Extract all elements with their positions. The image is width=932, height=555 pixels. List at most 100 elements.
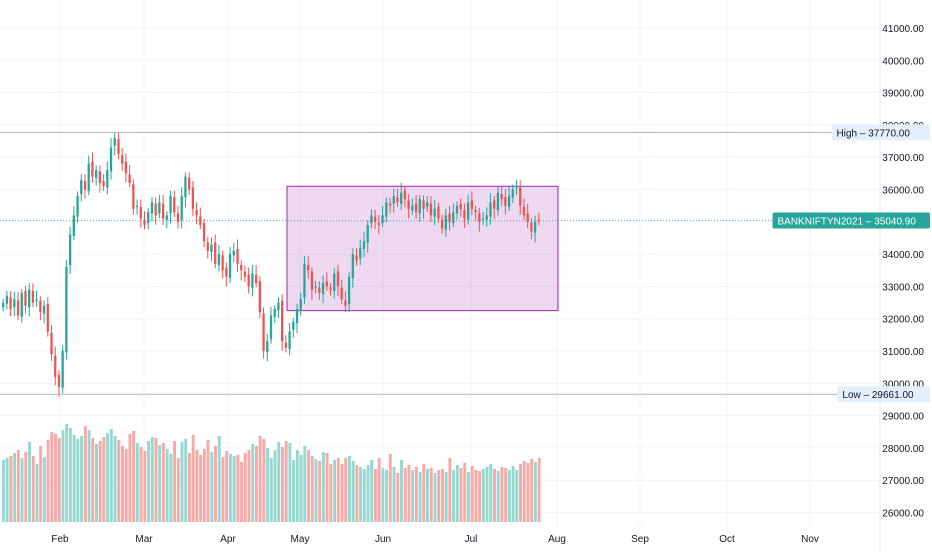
- candle-body: [50, 332, 53, 355]
- candle-body: [258, 281, 261, 313]
- volume-bar: [493, 469, 496, 522]
- volume-bar: [533, 462, 537, 522]
- volume-bar: [61, 430, 65, 522]
- volume-bar: [109, 429, 113, 522]
- volume-bar: [91, 438, 95, 522]
- volume-bar: [288, 443, 292, 522]
- candle-body: [254, 274, 258, 284]
- candle-body: [221, 255, 224, 271]
- volume-bar: [243, 453, 247, 522]
- candle-body: [176, 213, 180, 222]
- candle-body: [135, 205, 139, 207]
- volume-bar: [258, 436, 262, 522]
- candle-body: [277, 302, 280, 311]
- volume-bar: [199, 455, 203, 522]
- low-label: Low – 29661.00: [837, 386, 930, 403]
- candle-body: [344, 300, 347, 306]
- high-label-caption: High: [837, 128, 858, 139]
- volume-bar: [474, 470, 478, 522]
- volume-bar: [24, 452, 28, 522]
- candle-body: [214, 242, 217, 264]
- volume-bar: [433, 473, 437, 522]
- volume-bar: [180, 442, 184, 522]
- candle-body: [83, 181, 87, 190]
- volume-bar: [31, 456, 35, 522]
- candle-body: [202, 223, 206, 242]
- candle-body: [340, 287, 343, 300]
- candle-body: [355, 255, 358, 261]
- candle-body: [403, 190, 407, 200]
- volume-bar: [470, 466, 474, 522]
- volume-bar: [106, 433, 110, 522]
- candle-body: [5, 296, 9, 304]
- candle-body: [161, 203, 165, 219]
- volume-bar: [496, 471, 500, 522]
- candle-body: [72, 215, 75, 237]
- volume-bar: [161, 443, 165, 522]
- candle-body: [385, 202, 388, 217]
- candle-body: [147, 212, 150, 224]
- volume-bar: [128, 434, 132, 522]
- price-tick-label: 32000.00: [882, 315, 924, 326]
- volume-bar: [35, 464, 39, 522]
- time-tick-label: Feb: [51, 534, 69, 545]
- last-price-label-value: 35040.90: [874, 216, 916, 227]
- candle-body: [143, 219, 146, 226]
- volume-bar: [95, 444, 98, 522]
- candle-body: [329, 287, 332, 290]
- candle-body: [474, 210, 477, 213]
- candle-body: [493, 200, 496, 209]
- volume-bar: [429, 468, 433, 522]
- candle-body: [42, 305, 46, 314]
- candle-body: [467, 202, 470, 220]
- volume-bar: [359, 467, 363, 522]
- candle-body: [448, 213, 451, 222]
- time-axis[interactable]: Feb Mar Apr May Jun Jul Aug Sep Oct Nov: [51, 534, 819, 545]
- time-tick-label: Jul: [465, 534, 478, 545]
- volume-bar: [407, 465, 411, 522]
- candle-body: [500, 194, 503, 200]
- candle-body: [150, 202, 154, 214]
- candle-body: [65, 267, 68, 353]
- candle-body: [206, 242, 209, 251]
- volume-bar: [370, 460, 374, 522]
- price-tick-label: 37000.00: [882, 153, 924, 164]
- candle-body: [511, 189, 514, 198]
- candle-body: [444, 215, 447, 230]
- candle-body: [236, 248, 239, 264]
- volume-bar: [247, 450, 251, 522]
- low-label-value: 29661.00: [872, 390, 914, 401]
- candle-body: [35, 299, 38, 301]
- volume-bar: [236, 455, 240, 522]
- volume-bar: [214, 446, 217, 522]
- candle-body: [180, 195, 183, 220]
- candle-body: [269, 315, 273, 340]
- candle-body: [307, 265, 310, 271]
- volume-bar: [362, 469, 366, 522]
- candle-body: [16, 300, 20, 316]
- volume-bar: [113, 436, 117, 522]
- price-axis[interactable]: 41000.0040000.0039000.0038000.0037000.00…: [879, 0, 924, 550]
- candle-body: [228, 254, 232, 279]
- price-tick-label: 26000.00: [882, 509, 924, 520]
- candle-body: [426, 202, 429, 207]
- volume-bar: [176, 458, 180, 522]
- candle-body: [347, 276, 351, 304]
- volume-bar: [13, 453, 17, 522]
- volume-bar: [87, 430, 91, 522]
- volume-bar: [292, 460, 296, 522]
- candle-body: [13, 299, 16, 308]
- volume-bar: [210, 452, 214, 522]
- candle-body: [232, 250, 235, 256]
- volume-bar: [507, 470, 511, 522]
- volume-bar: [478, 471, 482, 522]
- candle-body: [28, 289, 31, 308]
- volume-bar: [396, 473, 400, 522]
- candle-body: [422, 200, 425, 209]
- volume-bar: [124, 449, 128, 522]
- candle-body: [24, 290, 27, 306]
- candle-body: [113, 137, 116, 146]
- volume-bar: [266, 448, 270, 522]
